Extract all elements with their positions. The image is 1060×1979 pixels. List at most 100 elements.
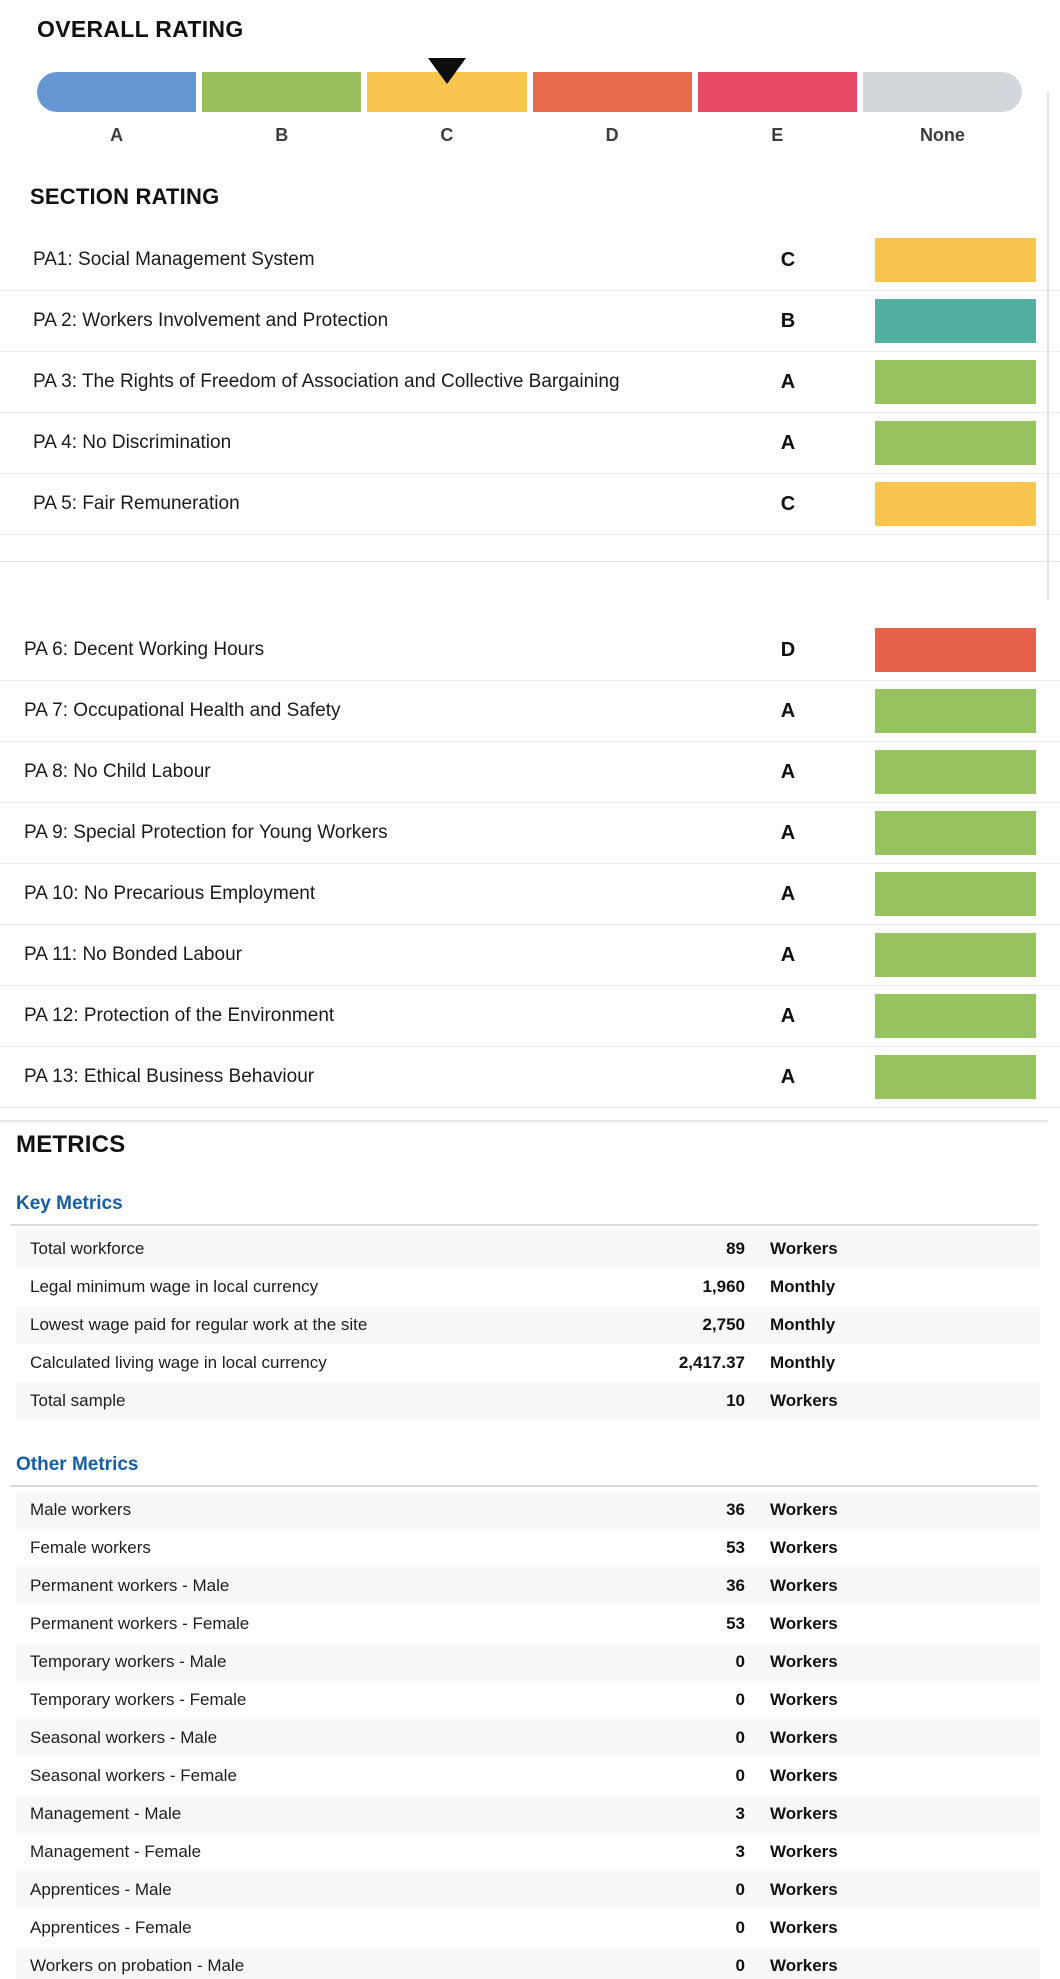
metric-value: 1,960 <box>702 1277 745 1296</box>
performance-area-label: PA 2: Workers Involvement and Protection <box>33 310 389 331</box>
grade-letter: A <box>780 699 796 722</box>
metric-label: Apprentices - Male <box>30 1880 172 1899</box>
metric-value: 53 <box>726 1538 745 1557</box>
metric-row: Lowest wage paid for regular work at the… <box>16 1306 1040 1344</box>
rating-segment-label: E <box>771 125 784 145</box>
metric-value: 0 <box>735 1690 745 1709</box>
metric-row: Management - Male 3 Workers <box>16 1795 1040 1833</box>
metric-row: Apprentices - Male 0 Workers <box>16 1871 1040 1909</box>
metric-group-heading: Other Metrics <box>16 1454 139 1475</box>
performance-area-label: PA 10: No Precarious Employment <box>24 883 316 904</box>
metric-label: Temporary workers - Male <box>30 1652 227 1671</box>
metric-label: Workers on probation - Male <box>30 1956 245 1975</box>
rating-segment-label: A <box>110 125 124 145</box>
metric-unit: Workers <box>770 1391 838 1410</box>
metric-unit: Workers <box>770 1690 838 1709</box>
performance-area-label: PA1: Social Management System <box>33 249 315 270</box>
rating-segment-a <box>37 72 197 112</box>
metrics-groups: Key Metrics Total workforce 89 Workers L… <box>0 1193 1060 1979</box>
metric-label: Seasonal workers - Male <box>30 1728 218 1747</box>
performance-area-label: PA 5: Fair Remuneration <box>33 493 240 514</box>
grade-letter: B <box>780 309 796 332</box>
grade-color-bar <box>875 1055 1036 1099</box>
metric-table: Total workforce 89 Workers Legal minimum… <box>16 1230 1040 1420</box>
metric-row: Legal minimum wage in local currency 1,9… <box>16 1268 1040 1306</box>
section-rating-row: PA 10: No Precarious Employment A <box>0 864 1060 925</box>
section-rating-row: PA 7: Occupational Health and Safety A <box>0 681 1060 742</box>
metric-row: Temporary workers - Male 0 Workers <box>16 1643 1040 1681</box>
grade-color-bar <box>875 482 1037 526</box>
section-rating-row: PA1: Social Management System C <box>0 230 1060 291</box>
section-rating-row: PA 5: Fair Remuneration C <box>0 474 1060 535</box>
metric-unit: Workers <box>770 1576 838 1595</box>
grade-color-bar <box>875 360 1036 404</box>
performance-area-label: PA 9: Special Protection for Young Worke… <box>24 822 388 843</box>
grade-color-bar <box>875 628 1037 672</box>
grade-color-bar <box>875 689 1037 733</box>
metric-label: Total workforce <box>30 1239 145 1258</box>
metric-label: Calculated living wage in local currency <box>30 1353 327 1372</box>
metrics-top-divider <box>0 1120 1048 1122</box>
grade-color-bar <box>875 933 1036 977</box>
section-rating-row: PA 3: The Rights of Freedom of Associati… <box>0 352 1060 413</box>
metric-unit: Monthly <box>770 1315 836 1334</box>
metric-label: Permanent workers - Female <box>30 1614 250 1633</box>
page-edge-divider <box>1047 92 1049 600</box>
triangle-down-icon <box>427 58 466 84</box>
section-rating-row: PA 11: No Bonded Labour A <box>0 925 1060 986</box>
overall-rating-title: OVERALL RATING <box>37 16 244 42</box>
metric-value: 2,750 <box>702 1315 745 1334</box>
metric-group-heading: Key Metrics <box>16 1193 123 1214</box>
overall-rating-labels: A B C D E None <box>37 125 1022 146</box>
performance-area-label: PA 6: Decent Working Hours <box>24 639 265 660</box>
overall-rating-bar <box>37 58 1023 112</box>
grade-color-bar <box>875 299 1037 343</box>
metric-label: Male workers <box>30 1500 132 1519</box>
metric-row: Male workers 36 Workers <box>16 1491 1040 1529</box>
grade-letter: A <box>780 1004 796 1027</box>
rating-segment-b <box>202 72 362 112</box>
metric-unit: Workers <box>770 1538 838 1557</box>
metric-row: Seasonal workers - Female 0 Workers <box>16 1757 1040 1795</box>
metric-value: 0 <box>735 1956 745 1975</box>
metric-label: Permanent workers - Male <box>30 1576 230 1595</box>
performance-area-label: PA 11: No Bonded Labour <box>24 944 242 965</box>
metric-row: Calculated living wage in local currency… <box>16 1344 1040 1382</box>
grade-letter: C <box>780 248 796 271</box>
metric-value: 2,417.37 <box>678 1353 745 1372</box>
metric-unit: Workers <box>770 1956 838 1975</box>
metric-row: Apprentices - Female 0 Workers <box>16 1909 1040 1947</box>
performance-area-label: PA 7: Occupational Health and Safety <box>24 700 341 721</box>
metric-value: 53 <box>726 1614 745 1633</box>
metric-unit: Workers <box>770 1239 838 1258</box>
rating-segment-c <box>367 58 527 112</box>
metric-unit: Workers <box>770 1728 838 1747</box>
rating-segment-label: B <box>275 125 289 145</box>
section-rating-table-page-2: PA 6: Decent Working Hours D PA 7: Occup… <box>0 620 1060 1108</box>
section-rating-row: PA 6: Decent Working Hours D <box>0 620 1060 681</box>
metric-label: Lowest wage paid for regular work at the… <box>30 1315 368 1334</box>
metric-row: Temporary workers - Female 0 Workers <box>16 1681 1040 1719</box>
metric-row: Total sample 10 Workers <box>16 1382 1040 1420</box>
metric-unit: Workers <box>770 1500 838 1519</box>
metric-table: Male workers 36 Workers Female workers 5… <box>16 1491 1040 1979</box>
metric-value: 10 <box>726 1391 745 1410</box>
metric-label: Temporary workers - Female <box>30 1690 247 1709</box>
metric-value: 0 <box>735 1652 745 1671</box>
metric-label: Management - Male <box>30 1804 182 1823</box>
metric-value: 89 <box>726 1239 745 1258</box>
rating-segment-label: C <box>440 125 454 145</box>
section-rating-row: PA 4: No Discrimination A <box>0 413 1060 474</box>
grade-color-bar <box>875 421 1037 465</box>
metric-unit: Workers <box>770 1880 838 1899</box>
grade-color-bar <box>875 811 1037 855</box>
section-rating-row: PA 9: Special Protection for Young Worke… <box>0 803 1060 864</box>
grade-letter: D <box>780 638 796 661</box>
rating-segment-none <box>862 72 1023 112</box>
grade-color-bar <box>875 750 1037 794</box>
performance-area-label: PA 3: The Rights of Freedom of Associati… <box>33 371 620 392</box>
metric-unit: Workers <box>770 1652 838 1671</box>
metric-value: 0 <box>735 1918 745 1937</box>
rating-segment-e <box>697 72 857 112</box>
grade-letter: A <box>780 943 796 966</box>
